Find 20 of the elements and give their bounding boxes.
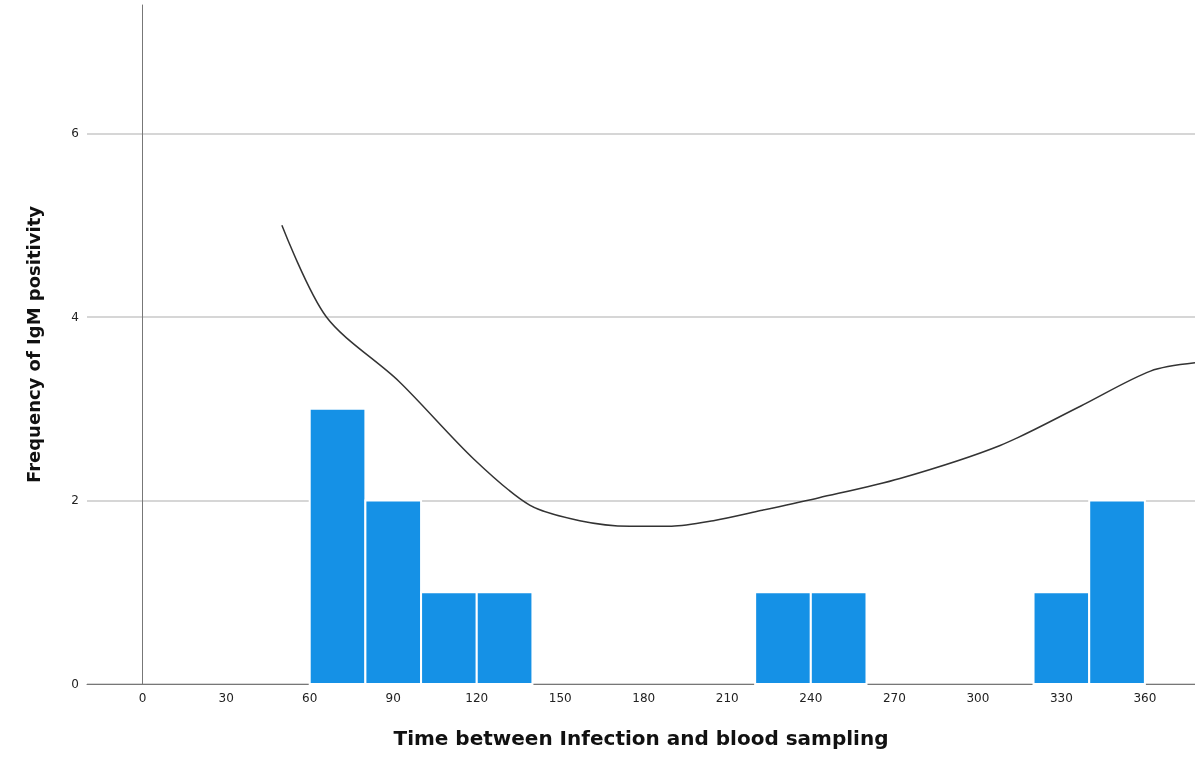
x-axis-title: Time between Infection and blood sampling bbox=[393, 726, 889, 750]
x-tick-label: 30 bbox=[218, 691, 234, 705]
x-tick-label: 330 bbox=[1049, 691, 1073, 705]
x-tick-label: 60 bbox=[302, 691, 318, 705]
y-tick-label: 6 bbox=[71, 126, 79, 141]
y-tick-label: 0 bbox=[71, 677, 79, 691]
y-axis-title: Frequency of IgM positivity bbox=[22, 205, 44, 483]
x-tick-label: 90 bbox=[385, 691, 401, 705]
x-tick-label: 300 bbox=[966, 691, 990, 705]
x-tick-label: 150 bbox=[548, 691, 572, 705]
x-tick-label: 210 bbox=[715, 691, 739, 705]
x-tick-label: 0 bbox=[138, 691, 147, 705]
x-tick-label: 360 bbox=[1133, 691, 1157, 705]
line-series bbox=[281, 224, 1195, 527]
x-tick-label: 180 bbox=[632, 691, 656, 705]
x-tick-label: 240 bbox=[799, 691, 823, 705]
y-tick-label: 4 bbox=[71, 309, 79, 324]
x-tick-label: 120 bbox=[465, 691, 489, 705]
y-tick-label: 2 bbox=[71, 493, 79, 508]
x-tick-label: 270 bbox=[882, 691, 906, 705]
